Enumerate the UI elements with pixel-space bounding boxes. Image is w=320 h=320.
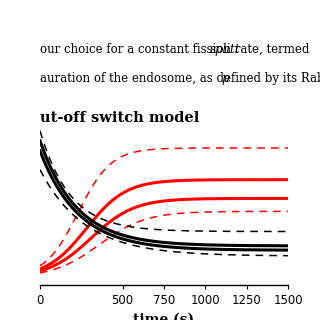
Text: p: p bbox=[221, 72, 228, 85]
Text: auration of the endosome, as defined by its Rab car: auration of the endosome, as defined by … bbox=[40, 72, 320, 85]
Text: ut-off switch model: ut-off switch model bbox=[40, 110, 199, 124]
Text: splitt: splitt bbox=[210, 43, 240, 56]
X-axis label: time (s): time (s) bbox=[133, 312, 195, 320]
Text: our choice for a constant fission rate, termed: our choice for a constant fission rate, … bbox=[40, 43, 313, 56]
